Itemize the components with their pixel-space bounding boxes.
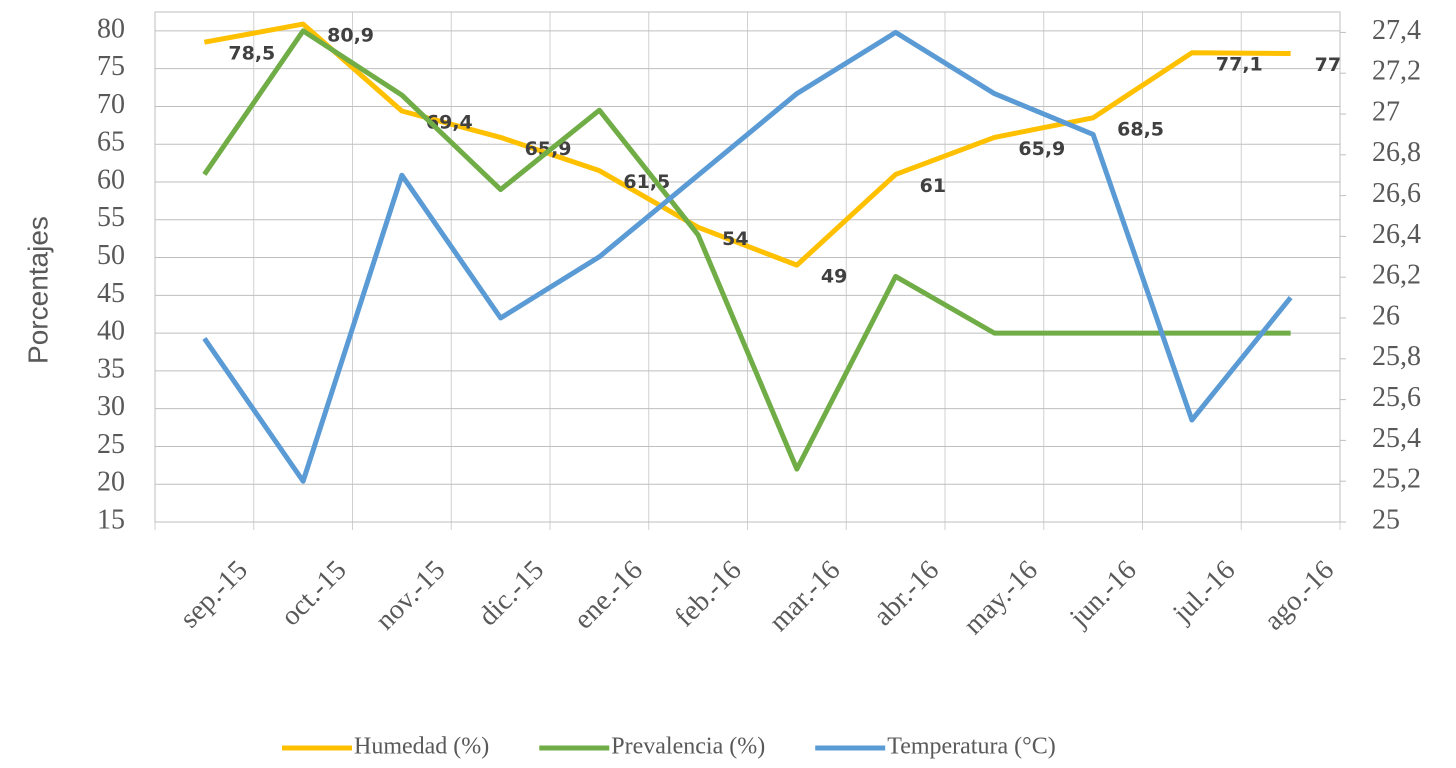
x-tick-label: sep.-15 bbox=[174, 555, 254, 635]
y2-tick-label: 25,2 bbox=[1372, 464, 1421, 495]
y2-tick-label: 26,2 bbox=[1372, 260, 1421, 291]
y-tick-label: 25 bbox=[97, 429, 125, 460]
y2-tick-label: 26,6 bbox=[1372, 178, 1421, 209]
y-tick-label: 45 bbox=[97, 278, 125, 309]
legend-label: Humedad (%) bbox=[354, 734, 489, 760]
data-label: 61 bbox=[920, 175, 946, 197]
data-label: 77 bbox=[1315, 54, 1341, 76]
y-tick-label: 30 bbox=[97, 391, 125, 422]
y2-tick-label: 27 bbox=[1372, 96, 1400, 127]
y2-tick-label: 26,8 bbox=[1372, 137, 1421, 168]
legend-label: Temperatura (°C) bbox=[887, 734, 1056, 760]
y-tick-label: 55 bbox=[97, 202, 125, 233]
x-tick-label: ene.-16 bbox=[568, 555, 649, 636]
x-tick-label: ago.-16 bbox=[1258, 555, 1340, 637]
y-tick-label: 70 bbox=[97, 89, 125, 120]
y-tick-label: 65 bbox=[97, 127, 125, 158]
series-line bbox=[202, 29, 1293, 484]
data-label: 54 bbox=[722, 228, 748, 250]
y2-tick-label: 27,2 bbox=[1372, 56, 1421, 87]
y-tick-label: 60 bbox=[97, 164, 125, 195]
y2-tick-label: 25 bbox=[1372, 504, 1400, 535]
series-line bbox=[202, 28, 1291, 472]
plot-border bbox=[154, 11, 1341, 523]
y2-tick-label: 27,4 bbox=[1372, 15, 1421, 46]
y2-tick-label: 25,6 bbox=[1372, 382, 1421, 413]
x-tick-label: jul.-16 bbox=[1166, 555, 1241, 630]
y-tick-label: 75 bbox=[97, 51, 125, 82]
y2-tick-label: 26,4 bbox=[1372, 219, 1421, 250]
y2-tick-label: 25,8 bbox=[1372, 341, 1421, 372]
data-label: 68,5 bbox=[1117, 118, 1164, 140]
data-label: 77,1 bbox=[1216, 53, 1263, 75]
y-axis-title: Porcentajes bbox=[22, 216, 53, 364]
y2-tick-label: 26 bbox=[1372, 300, 1400, 331]
x-tick-label: nov.-15 bbox=[370, 555, 452, 637]
y-tick-label: 15 bbox=[97, 504, 125, 535]
x-tick-label: oct.-15 bbox=[275, 555, 352, 632]
series-line bbox=[203, 21, 1291, 268]
x-tick-label: dic.-15 bbox=[473, 555, 550, 632]
data-label: 78,5 bbox=[228, 43, 275, 65]
data-label: 80,9 bbox=[327, 25, 374, 47]
y-tick-label: 35 bbox=[97, 353, 125, 384]
x-tick-label: feb.-16 bbox=[669, 555, 748, 634]
y-tick-label: 20 bbox=[97, 467, 125, 498]
y2-tick-label: 25,4 bbox=[1372, 423, 1421, 454]
legend-label: Prevalencia (%) bbox=[611, 734, 765, 760]
y-tick-label: 50 bbox=[97, 240, 125, 271]
y-tick-label: 80 bbox=[97, 13, 125, 44]
data-label: 65,9 bbox=[1018, 138, 1065, 160]
x-tick-label: jun.-16 bbox=[1063, 555, 1142, 634]
x-tick-label: abr.-16 bbox=[868, 555, 945, 632]
data-label: 49 bbox=[821, 266, 847, 288]
x-tick-label: may.-16 bbox=[958, 555, 1044, 641]
x-tick-label: mar.-16 bbox=[763, 555, 846, 638]
y-tick-label: 40 bbox=[97, 316, 125, 347]
legend: Humedad (%) Prevalencia (%) Temperatura (°… bbox=[282, 734, 1056, 760]
